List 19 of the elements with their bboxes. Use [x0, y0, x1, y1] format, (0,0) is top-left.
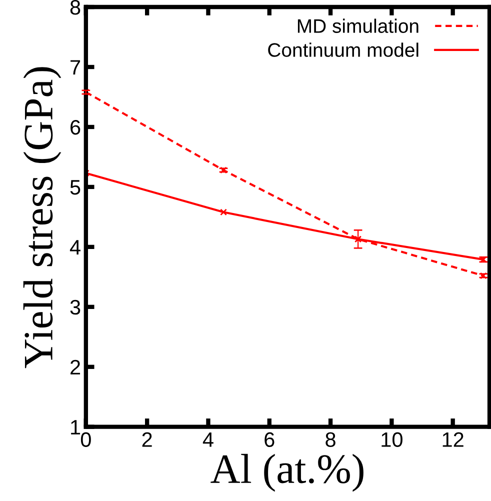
- x-tick-label: 0: [80, 432, 91, 448]
- x-tick-label: 2: [142, 432, 152, 447]
- y-axis-title: Yield stress (GPa): [23, 67, 62, 368]
- x-tick-label: 4: [202, 432, 214, 447]
- y-tick-label: 7: [70, 60, 80, 75]
- legend-label: Continuum model: [268, 42, 418, 57]
- legend-label: MD simulation: [298, 18, 418, 33]
- y-tick-label: 4: [70, 240, 80, 254]
- x-tick-label: 12: [442, 432, 464, 447]
- x-axis-title: Al (at.%): [210, 454, 364, 492]
- y-tick-label: 5: [70, 180, 80, 195]
- x-tick-label: 6: [264, 432, 274, 448]
- y-tick-label: 8: [70, 0, 80, 15]
- y-tick-label: 6: [70, 120, 80, 135]
- x-tick-label: 10: [382, 432, 402, 448]
- y-tick-label: 2: [70, 360, 80, 374]
- y-tick-label: 1: [71, 420, 80, 434]
- x-tick-label: 8: [326, 432, 336, 448]
- y-tick-label: 3: [70, 300, 80, 315]
